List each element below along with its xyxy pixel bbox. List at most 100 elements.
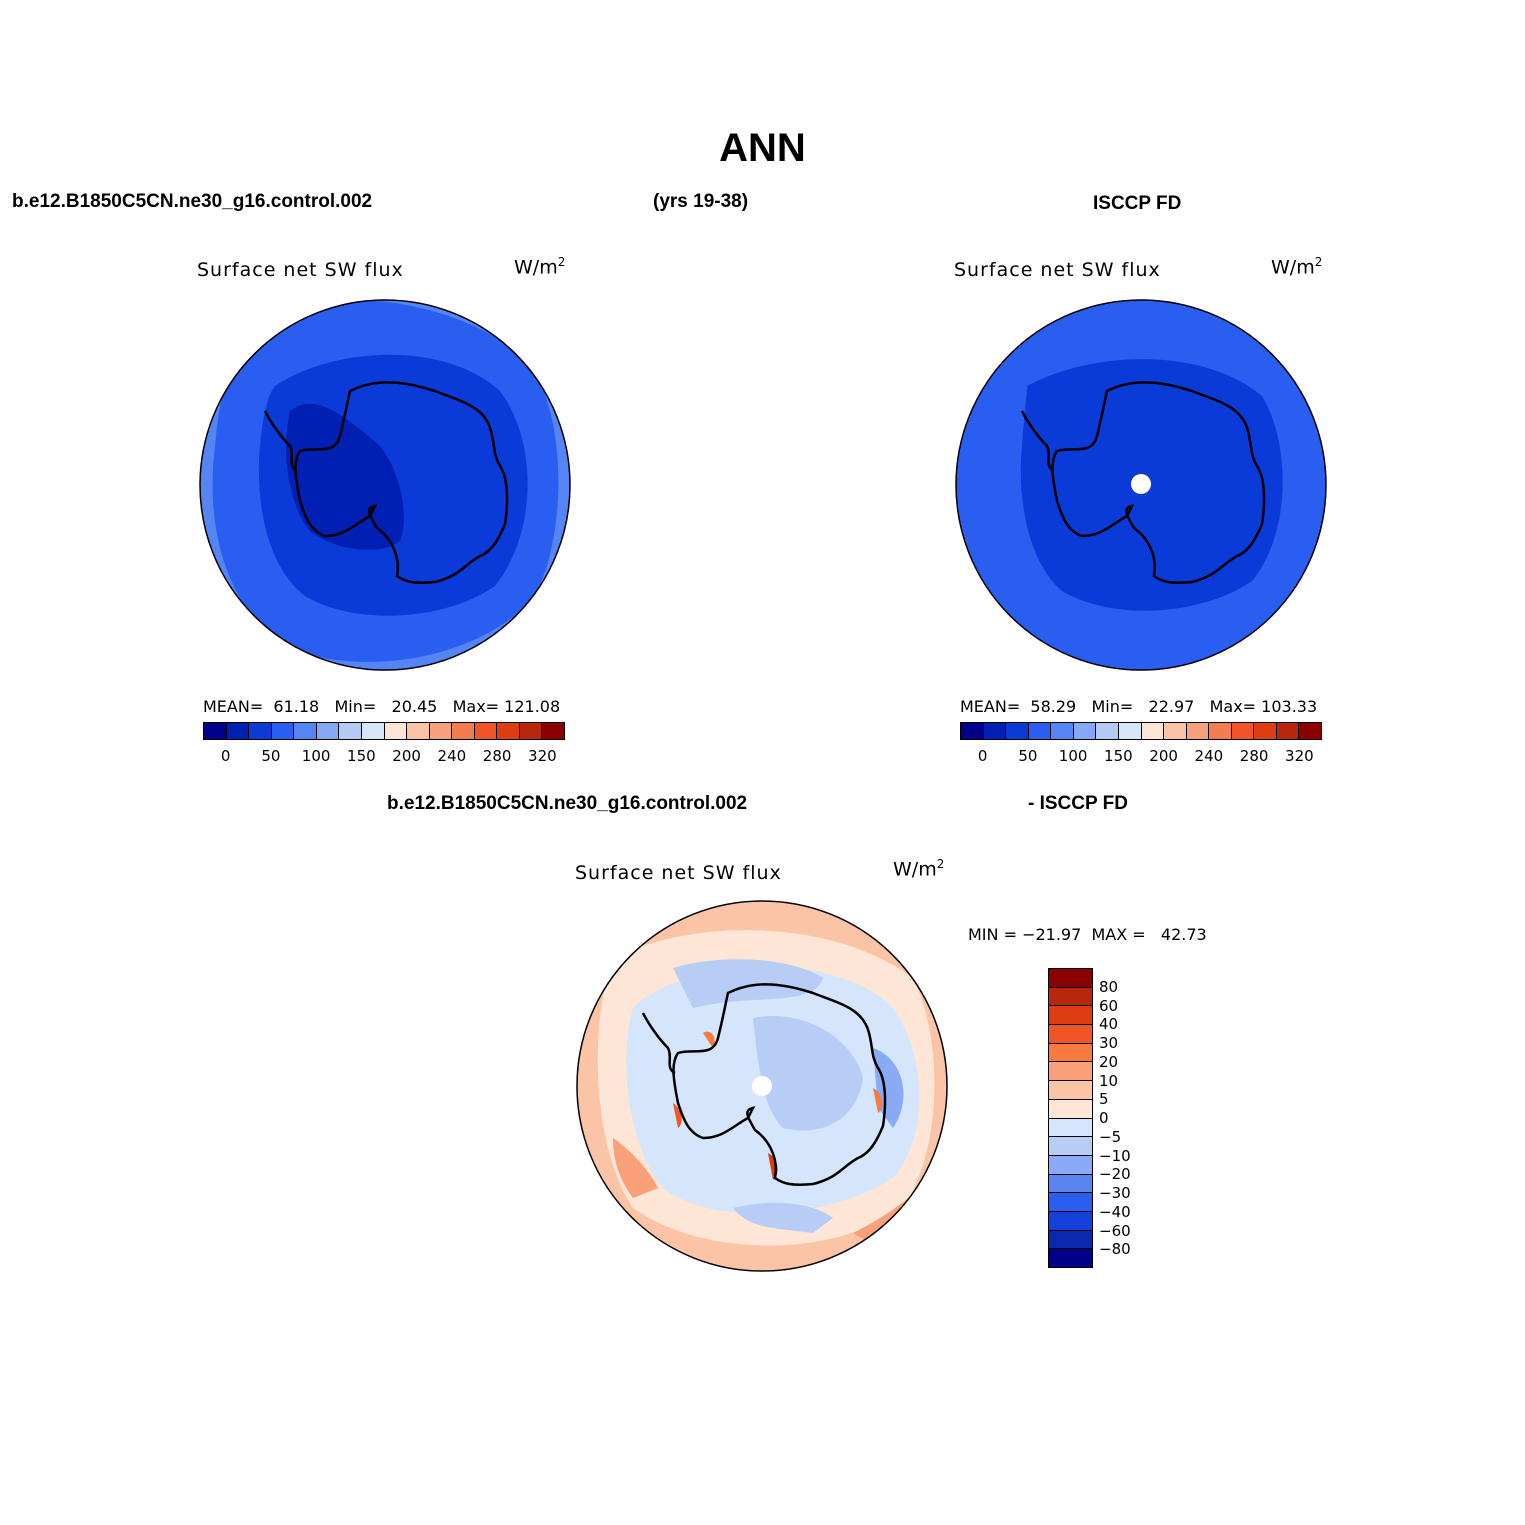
diff-colorbar-tick-label: −80 (1099, 1240, 1131, 1259)
obs-colorbar-box (1276, 723, 1300, 739)
obs-colorbar-tick-label: 50 (1018, 747, 1038, 765)
obs-colorbar-box (961, 723, 984, 739)
diff-colorbar-box (1049, 1193, 1092, 1212)
obs-colorbar-tick-label: 320 (1285, 747, 1314, 765)
model-colorbar-box (226, 723, 250, 739)
obs-colorbar-tick-label: 280 (1239, 747, 1269, 765)
diff-polar-map (576, 900, 948, 1272)
obs-colorbar-box (1073, 723, 1097, 739)
diff-colorbar-tick-label: −60 (1099, 1221, 1131, 1240)
model-colorbar-box (316, 723, 340, 739)
obs-colorbar-box (1231, 723, 1255, 739)
model-stats: MEAN= 61.18 Min= 20.45 Max= 121.08 (203, 697, 561, 716)
diff-colorbar-tick-label: −30 (1099, 1184, 1131, 1202)
diff-colorbar-box (1049, 1211, 1092, 1231)
model-colorbar-tick-label: 280 (482, 747, 512, 765)
model-colorbar-box (542, 723, 564, 739)
obs-colorbar-box (1164, 723, 1187, 739)
model-colorbar-tick-label: 320 (528, 747, 557, 765)
obs-colorbar-box (1051, 723, 1074, 739)
model-colorbar-box (271, 723, 295, 739)
diff-colorbar-box (1049, 1118, 1092, 1138)
diff-colorbar-box (1049, 969, 1092, 988)
diff-colorbar-tick-label: 10 (1099, 1071, 1119, 1090)
diff-colorbar-tick-label: 30 (1099, 1034, 1119, 1052)
model-colorbar-tick-label: 150 (347, 747, 376, 765)
diff-colorbar-box (1049, 1174, 1092, 1194)
model-colorbar-box (339, 723, 362, 739)
diff-colorbar-tick-label: −5 (1099, 1127, 1122, 1146)
obs-colorbar-tick-label: 150 (1104, 747, 1133, 765)
obs-colorbar-box (1254, 723, 1277, 739)
diff-colorbar-tick-label: 40 (1099, 1015, 1119, 1034)
model-colorbar-box (429, 723, 453, 739)
obs-colorbar-tick-label: 200 (1149, 747, 1178, 765)
model-colorbar-box (452, 723, 475, 739)
model-colorbar-box (384, 723, 408, 739)
diff-colorbar-tick-label: 20 (1099, 1052, 1119, 1071)
obs-colorbar-tick-label: 100 (1058, 747, 1088, 765)
diff-colorbar-tick-label: 0 (1099, 1109, 1109, 1127)
obs-colorbar-tick-label: 0 (977, 747, 988, 765)
diff-colorbar-tick-label: 80 (1099, 977, 1119, 996)
model-panel-title: Surface net SW flux (197, 259, 404, 281)
obs-name-header: ISCCP FD (1093, 193, 1182, 214)
case-name-header: b.e12.B1850C5CN.ne30_g16.control.002 (12, 191, 373, 212)
model-colorbar-box (497, 723, 520, 739)
diff-colorbar-box (1049, 1062, 1092, 1082)
diff-colorbar-box (1049, 987, 1092, 1007)
diff-colorbar-box (1049, 1081, 1092, 1100)
model-colorbar-box (361, 723, 385, 739)
diff-stats: MIN = −21.97 MAX = 42.73 (968, 925, 1207, 944)
obs-colorbar-box (1209, 723, 1232, 739)
diff-panel-title: Surface net SW flux (575, 862, 782, 884)
diff-units: W/m2 (893, 857, 945, 881)
model-colorbar (203, 722, 565, 740)
model-colorbar-box (407, 723, 430, 739)
diff-colorbar-box (1049, 1155, 1092, 1175)
obs-colorbar-box (1186, 723, 1210, 739)
diff-colorbar-box (1049, 1025, 1092, 1044)
figure-title: ANN (719, 126, 806, 170)
obs-colorbar-box (1118, 723, 1142, 739)
diff-colorbar-tick-label: 60 (1099, 996, 1119, 1015)
obs-colorbar-box (1299, 723, 1321, 739)
diff-colorbar-box (1049, 1230, 1092, 1250)
obs-colorbar-box (1141, 723, 1165, 739)
model-colorbar-box (519, 723, 543, 739)
diff-colorbar-tick-label: −40 (1099, 1202, 1131, 1221)
model-units: W/m2 (514, 255, 566, 279)
diff-case-name-header: b.e12.B1850C5CN.ne30_g16.control.002 (387, 793, 748, 814)
model-colorbar-box (294, 723, 317, 739)
diff-colorbar-box (1049, 1043, 1092, 1063)
obs-colorbar-box (1028, 723, 1052, 739)
model-colorbar-box (249, 723, 272, 739)
obs-colorbar-ticks: 0 50 100 150 200 240 280 320 (960, 747, 1322, 767)
years-header: (yrs 19-38) (653, 191, 749, 212)
diff-colorbar-box (1049, 1006, 1092, 1026)
model-polar-map (199, 299, 571, 671)
obs-units: W/m2 (1271, 255, 1323, 279)
model-colorbar-box (204, 723, 227, 739)
model-colorbar-tick-label: 0 (220, 747, 231, 765)
model-colorbar-tick-label: 50 (261, 747, 281, 765)
model-colorbar-ticks: 0 50 100 150 200 240 280 320 (203, 747, 565, 767)
diff-colorbar-box (1049, 1099, 1092, 1119)
diff-colorbar-tick-label: 5 (1099, 1090, 1109, 1109)
obs-panel-title: Surface net SW flux (954, 259, 1161, 281)
diff-colorbar-tick-label: −20 (1099, 1165, 1131, 1184)
obs-colorbar-box (1006, 723, 1029, 739)
diff-colorbar-tick-label: −10 (1099, 1146, 1131, 1165)
model-colorbar-tick-label: 200 (392, 747, 421, 765)
obs-colorbar-box (983, 723, 1007, 739)
obs-stats: MEAN= 58.29 Min= 22.97 Max= 103.33 (960, 697, 1318, 716)
obs-colorbar (960, 722, 1322, 740)
diff-colorbar-ticks: 80 60 40 30 20 10 5 0 −5 −10 −20 −30 −40 −60 −80 (1099, 968, 1159, 1268)
model-colorbar-tick-label: 100 (301, 747, 331, 765)
diff-colorbar-box (1049, 1249, 1092, 1267)
model-colorbar-box (474, 723, 498, 739)
obs-colorbar-tick-label: 240 (1194, 747, 1224, 765)
obs-polar-map (955, 299, 1327, 671)
model-colorbar-tick-label: 240 (437, 747, 467, 765)
diff-colorbar-box (1049, 1137, 1092, 1156)
